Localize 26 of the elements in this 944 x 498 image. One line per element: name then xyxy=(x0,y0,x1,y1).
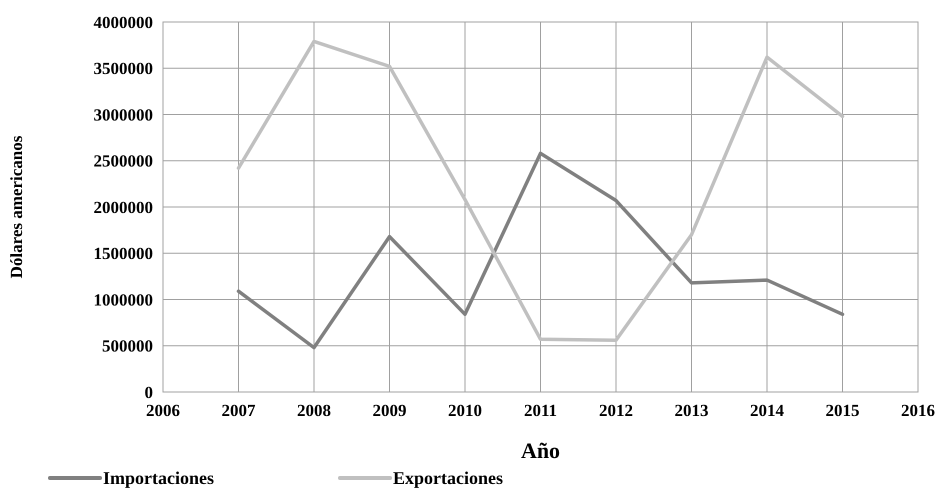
x-tick-label: 2010 xyxy=(448,401,482,420)
y-tick-label: 2000000 xyxy=(94,198,153,217)
y-tick-label: 1000000 xyxy=(94,290,153,310)
x-tick-label: 2009 xyxy=(372,401,406,420)
x-tick-label: 2006 xyxy=(146,401,180,420)
y-tick-label: 4000000 xyxy=(94,12,153,32)
y-tick-label: 3500000 xyxy=(94,59,153,78)
y-tick-label: 0 xyxy=(144,382,153,402)
x-tick-label: 2008 xyxy=(297,401,331,420)
x-tick-label: 2013 xyxy=(674,401,708,420)
line-series xyxy=(236,40,844,342)
x-tick-label: 2016 xyxy=(901,401,935,420)
legend-label: Importaciones xyxy=(103,468,214,488)
x-tick-label: 2007 xyxy=(222,401,256,420)
y-tick-label: 1500000 xyxy=(94,244,153,264)
y-axis-title: Dólares americanos xyxy=(7,135,26,278)
y-tick-label: 3000000 xyxy=(94,105,153,124)
legend-label: Exportaciones xyxy=(393,468,503,488)
x-tick-label: 2011 xyxy=(524,401,558,420)
x-tick-label: 2012 xyxy=(599,401,633,420)
x-axis-title: Año xyxy=(520,438,560,463)
x-tick-label: 2014 xyxy=(750,401,784,420)
line-series xyxy=(236,152,844,350)
y-tick-label: 2500000 xyxy=(94,152,153,171)
y-tick-label: 500000 xyxy=(102,336,153,356)
x-tick-label: 2015 xyxy=(826,401,860,420)
